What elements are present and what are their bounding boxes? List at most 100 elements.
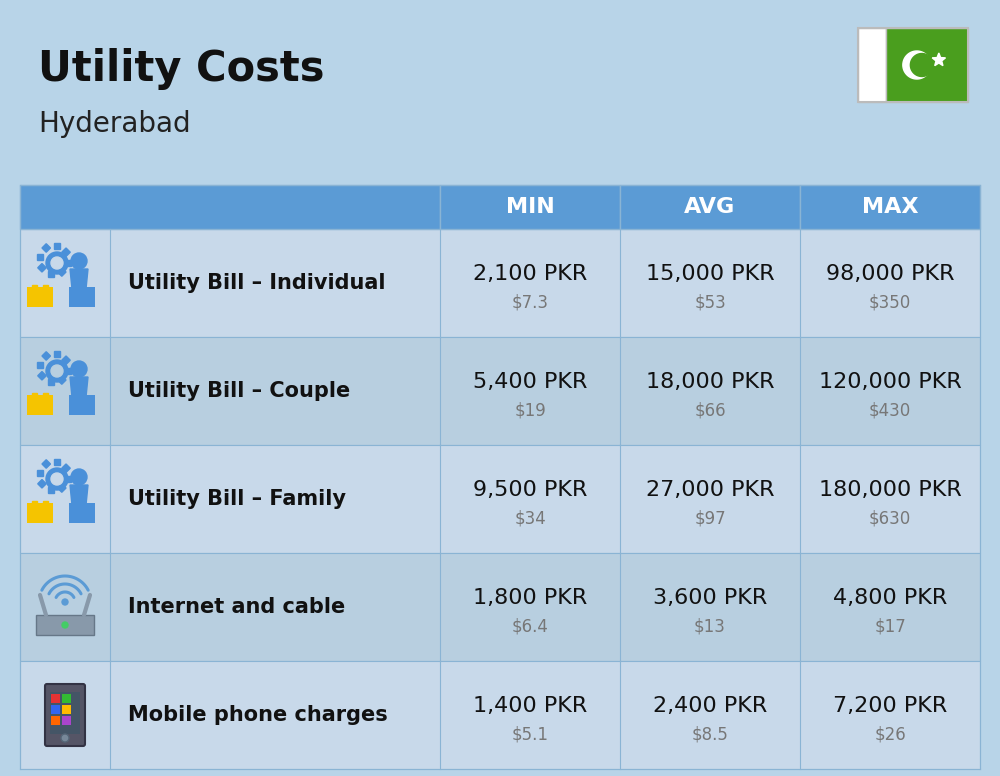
Bar [858,28,968,102]
Bar [58,376,66,384]
Text: $26: $26 [874,726,906,743]
Bar [38,480,46,488]
Bar [51,716,60,725]
Bar [62,705,71,714]
Bar [20,553,980,661]
Text: 15,000 PKR: 15,000 PKR [646,265,774,284]
Text: 7,200 PKR: 7,200 PKR [833,696,947,716]
Circle shape [77,400,87,410]
Text: $630: $630 [869,509,911,528]
Polygon shape [70,485,88,505]
Bar [69,287,95,307]
Circle shape [46,252,68,274]
Text: Mobile phone charges: Mobile phone charges [128,705,388,725]
Circle shape [51,257,63,269]
Text: 18,000 PKR: 18,000 PKR [646,372,774,393]
Bar [440,185,620,229]
Bar [886,28,968,102]
Polygon shape [932,53,946,66]
Bar [38,372,46,380]
Bar [65,476,71,482]
Text: Hyderabad: Hyderabad [38,110,191,138]
Text: $53: $53 [694,293,726,311]
Bar [42,352,50,360]
Bar [27,503,53,523]
Bar [54,243,60,249]
Bar [37,470,43,476]
Text: Utility Bill – Individual: Utility Bill – Individual [128,273,386,293]
Text: $66: $66 [694,401,726,420]
Circle shape [77,292,87,302]
Bar [20,661,980,769]
Circle shape [62,599,68,605]
Bar [42,244,50,252]
Text: 4,800 PKR: 4,800 PKR [833,588,947,608]
Bar [54,459,60,465]
Text: AVG: AVG [684,197,736,217]
Text: 27,000 PKR: 27,000 PKR [646,480,774,501]
Bar [32,393,37,398]
Circle shape [71,469,87,485]
Bar [43,501,48,506]
Text: $19: $19 [514,401,546,420]
Polygon shape [903,51,931,79]
Text: 3,600 PKR: 3,600 PKR [653,588,767,608]
Bar [32,285,37,290]
Bar [48,271,54,277]
Text: 1,800 PKR: 1,800 PKR [473,588,587,608]
Bar [48,379,54,385]
Text: Utility Bill – Family: Utility Bill – Family [128,489,346,509]
Bar [20,445,980,553]
Bar [62,694,71,703]
Bar [62,356,70,365]
Bar [37,254,43,260]
Text: Utility Bill – Couple: Utility Bill – Couple [128,381,350,401]
Circle shape [51,473,63,485]
Text: 2,100 PKR: 2,100 PKR [473,265,587,284]
Text: $97: $97 [694,509,726,528]
Bar [65,368,71,374]
Circle shape [61,734,69,742]
Bar [69,503,95,523]
Text: $430: $430 [869,401,911,420]
Text: Utility Costs: Utility Costs [38,48,324,90]
Bar [65,260,71,266]
Text: $17: $17 [874,618,906,636]
Polygon shape [910,54,933,77]
Text: 5,400 PKR: 5,400 PKR [473,372,587,393]
Circle shape [71,253,87,269]
Bar [38,264,46,272]
FancyBboxPatch shape [45,684,85,746]
Text: $5.1: $5.1 [512,726,548,743]
Text: $350: $350 [869,293,911,311]
Bar [27,287,53,307]
Circle shape [77,508,87,518]
Bar [858,28,886,102]
Text: Internet and cable: Internet and cable [128,597,345,617]
Bar [54,351,60,357]
Circle shape [62,622,68,628]
Bar [51,705,60,714]
Bar [36,615,94,635]
Text: $8.5: $8.5 [692,726,728,743]
Bar [20,337,980,445]
Text: 1,400 PKR: 1,400 PKR [473,696,587,716]
Polygon shape [70,377,88,397]
Text: MIN: MIN [506,197,554,217]
Bar [43,393,48,398]
Bar [51,694,60,703]
Text: 120,000 PKR: 120,000 PKR [819,372,961,393]
Bar [800,185,980,229]
Bar [37,362,43,368]
Text: 180,000 PKR: 180,000 PKR [819,480,961,501]
Bar [20,229,980,337]
Circle shape [51,365,63,377]
Text: MAX: MAX [862,197,918,217]
Text: $34: $34 [514,509,546,528]
Text: $7.3: $7.3 [512,293,548,311]
Circle shape [46,468,68,490]
Text: 9,500 PKR: 9,500 PKR [473,480,587,501]
Bar [42,459,50,468]
Bar [27,395,53,415]
Bar [62,716,71,725]
